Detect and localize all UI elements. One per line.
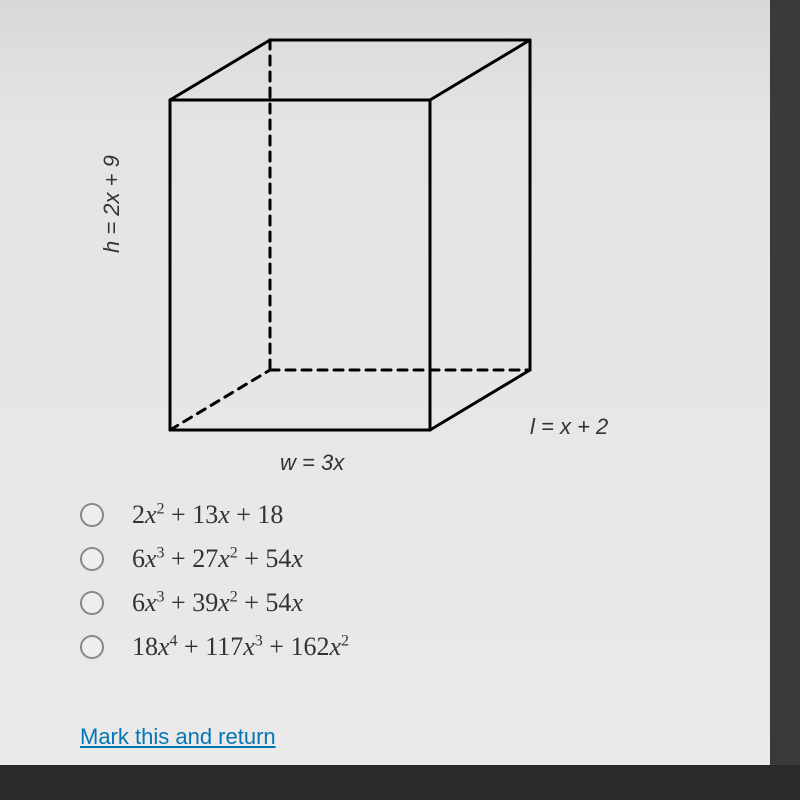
radio-icon[interactable] <box>80 547 104 571</box>
prism-svg <box>130 0 570 470</box>
prism-diagram <box>130 0 570 470</box>
radio-icon[interactable] <box>80 635 104 659</box>
option-b[interactable]: 6x3 + 27x2 + 54x <box>80 544 349 574</box>
window-border-bottom <box>0 765 800 800</box>
radio-icon[interactable] <box>80 591 104 615</box>
option-d-text: 18x4 + 117x3 + 162x2 <box>132 632 349 662</box>
answer-options: 2x2 + 13x + 18 6x3 + 27x2 + 54x 6x3 + 39… <box>80 500 349 676</box>
height-label: h = 2x + 9 <box>99 155 125 253</box>
option-b-text: 6x3 + 27x2 + 54x <box>132 544 303 574</box>
width-label: w = 3x <box>280 450 344 476</box>
radio-icon[interactable] <box>80 503 104 527</box>
option-a-text: 2x2 + 13x + 18 <box>132 500 283 530</box>
option-c[interactable]: 6x3 + 39x2 + 54x <box>80 588 349 618</box>
mark-and-return-link[interactable]: Mark this and return <box>80 724 276 750</box>
window-border-right <box>770 0 800 800</box>
length-label: l = x + 2 <box>530 414 608 440</box>
option-a[interactable]: 2x2 + 13x + 18 <box>80 500 349 530</box>
option-c-text: 6x3 + 39x2 + 54x <box>132 588 303 618</box>
option-d[interactable]: 18x4 + 117x3 + 162x2 <box>80 632 349 662</box>
